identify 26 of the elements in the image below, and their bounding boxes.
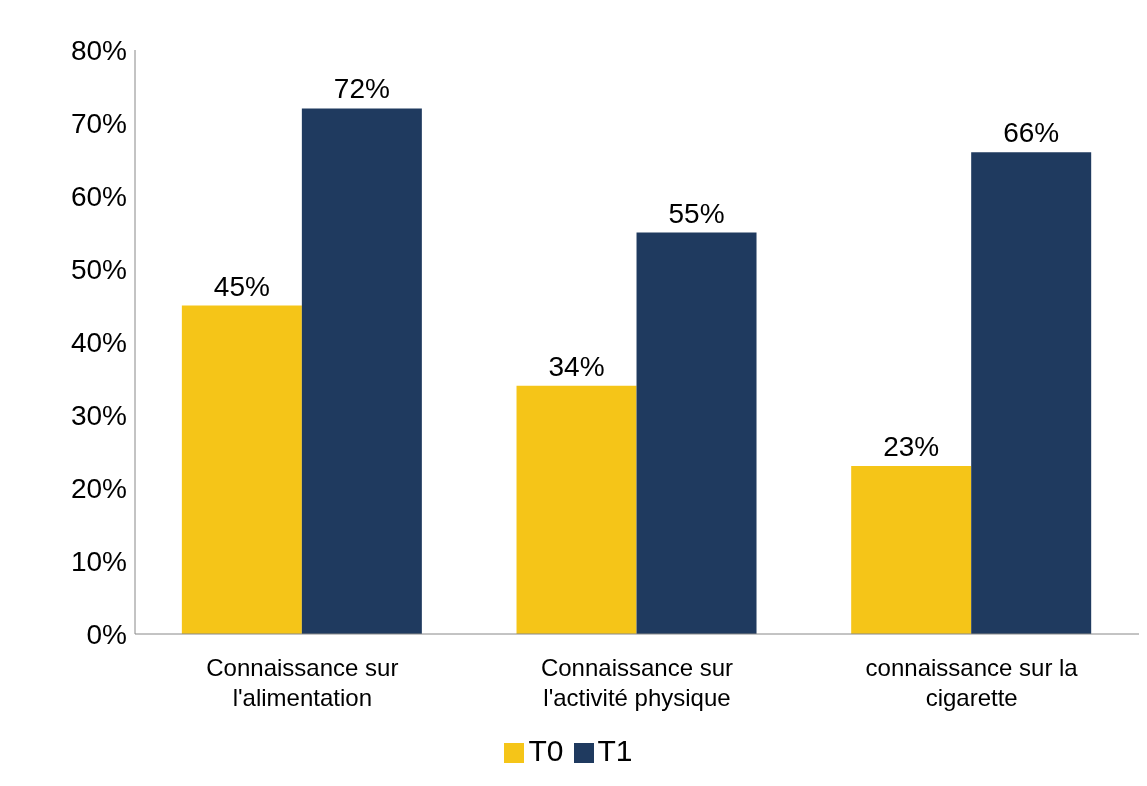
data-label: 45%: [213, 270, 270, 302]
y-tick-label: 10%: [70, 545, 127, 577]
y-tick-label: 0%: [86, 618, 127, 650]
bar: [181, 305, 302, 634]
bar: [971, 152, 1092, 634]
y-tick-label: 50%: [70, 253, 127, 285]
y-tick-label: 20%: [70, 472, 127, 504]
bar: [301, 108, 422, 634]
data-label: 72%: [333, 73, 390, 105]
x-tick-label: Connaissance sur l'activité physique: [540, 654, 734, 711]
x-tick-label: Connaissance sur l'alimentation: [206, 654, 399, 711]
bar: [516, 385, 637, 634]
data-label: 55%: [668, 197, 725, 229]
bar: [636, 232, 757, 634]
y-tick-label: 80%: [70, 34, 127, 66]
data-label: 34%: [548, 350, 605, 382]
data-label: 66%: [1003, 117, 1060, 149]
bar: [851, 466, 972, 634]
y-tick-label: 30%: [70, 399, 127, 431]
legend-label: T0: [528, 734, 564, 767]
y-tick-label: 60%: [70, 180, 127, 212]
legend-label: T1: [597, 734, 633, 767]
y-tick-label: 70%: [70, 107, 127, 139]
x-tick-label: connaissance sur la cigarette: [865, 654, 1079, 711]
y-tick-label: 40%: [70, 326, 127, 358]
data-label: 23%: [883, 431, 940, 463]
